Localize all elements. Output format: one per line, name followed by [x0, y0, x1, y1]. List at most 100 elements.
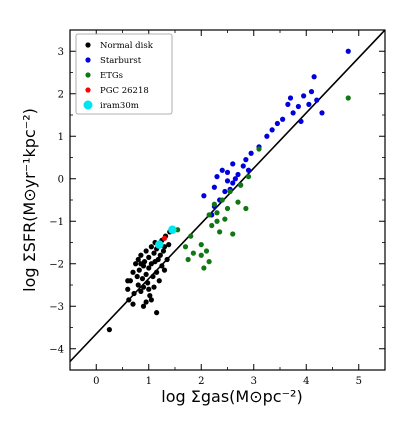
point-normal-disk: [164, 256, 170, 263]
axis-ticks-layer: 0 1 2 3 4 5 −4 −3 −2 −1 0 1 2 3: [49, 29, 386, 387]
point-normal-disk: [143, 299, 149, 305]
point-starburst: [287, 95, 294, 101]
point-starburst: [301, 93, 307, 99]
point-starburst: [235, 171, 241, 178]
point-starburst: [230, 180, 236, 186]
point-normal-disk: [143, 271, 149, 277]
point-starburst: [290, 110, 296, 116]
legend-marker: [85, 42, 91, 48]
point-pgc-26218: [161, 235, 168, 241]
point-etgs: [256, 146, 262, 152]
point-starburst: [295, 103, 301, 110]
point-starburst: [224, 178, 231, 184]
point-starburst: [280, 116, 286, 122]
point-normal-disk: [140, 303, 147, 309]
point-etgs: [227, 188, 233, 195]
point-normal-disk: [135, 282, 141, 288]
point-normal-disk: [154, 269, 160, 275]
point-normal-disk: [159, 263, 165, 269]
point-starburst: [311, 74, 317, 80]
point-normal-disk: [125, 278, 131, 284]
point-etgs: [182, 244, 189, 250]
y-tick-label: 3: [58, 47, 64, 58]
point-etgs: [206, 259, 212, 265]
legend-label: iram30m: [100, 101, 139, 111]
point-normal-disk: [143, 248, 149, 254]
point-starburst: [264, 133, 270, 139]
point-starburst: [222, 188, 228, 195]
point-etgs: [243, 205, 249, 212]
point-starburst: [285, 101, 291, 107]
legend-marker: [85, 87, 91, 93]
point-normal-disk: [146, 254, 152, 260]
point-etgs: [214, 210, 220, 216]
point-starburst: [314, 97, 320, 103]
fit-line: [69, 29, 386, 363]
point-starburst: [243, 157, 249, 163]
point-starburst: [269, 127, 275, 133]
point-etgs: [219, 197, 225, 203]
point-starburst: [230, 161, 236, 167]
point-starburst: [345, 48, 351, 54]
point-normal-disk: [147, 293, 153, 299]
point-normal-disk: [106, 327, 112, 333]
point-normal-disk: [138, 252, 144, 258]
legend-entries: Normal disk Starburst ETGs PGC 26218 iram30m: [83, 41, 154, 111]
x-tick-label: 5: [356, 376, 362, 387]
y-tick-label: 1: [58, 132, 64, 143]
point-etgs: [235, 199, 241, 205]
point-starburst: [298, 118, 304, 124]
y-axis-label: log ΣSFR(M⊙yr⁻¹kpc⁻²): [20, 108, 39, 292]
point-etgs: [203, 248, 210, 254]
point-normal-disk: [136, 267, 142, 273]
legend-label: Starburst: [100, 56, 142, 66]
legend-label: ETGs: [100, 71, 123, 81]
point-etgs: [224, 205, 231, 212]
fit-line-layer: [69, 29, 386, 363]
point-normal-disk: [139, 276, 146, 282]
y-tick-label: −3: [49, 302, 64, 313]
point-normal-disk: [138, 288, 144, 294]
point-etgs: [222, 216, 228, 222]
point-starburst: [211, 184, 217, 190]
point-normal-disk: [150, 273, 156, 280]
point-starburst: [245, 167, 252, 173]
point-normal-disk: [130, 301, 136, 307]
point-normal-disk: [157, 252, 163, 258]
point-normal-disk: [138, 261, 144, 267]
point-normal-disk: [146, 286, 152, 292]
point-normal-disk: [148, 244, 154, 250]
point-normal-disk: [155, 256, 161, 263]
point-starburst: [232, 176, 238, 182]
point-etgs: [209, 222, 215, 229]
point-normal-disk: [131, 290, 137, 297]
point-etgs: [230, 231, 236, 237]
point-etgs: [214, 218, 220, 224]
point-starburst: [240, 163, 246, 169]
point-starburst: [274, 120, 280, 127]
point-normal-disk: [151, 250, 157, 256]
point-normal-disk: [145, 280, 151, 286]
point-normal-disk: [156, 278, 162, 284]
point-etgs: [190, 250, 196, 256]
point-normal-disk: [135, 256, 141, 263]
point-normal-disk: [130, 269, 136, 275]
point-starburst: [319, 110, 325, 116]
point-etgs: [245, 174, 252, 180]
point-normal-disk: [161, 267, 168, 273]
x-tick-label: 3: [251, 376, 257, 387]
point-normal-disk: [125, 286, 131, 292]
point-starburst: [201, 193, 207, 199]
point-starburst: [219, 167, 225, 173]
y-tick-label: 2: [58, 89, 64, 100]
legend-label: Normal disk: [100, 41, 154, 51]
point-starburst: [306, 101, 312, 107]
point-normal-disk: [148, 297, 154, 303]
point-normal-disk: [166, 242, 172, 248]
x-tick-label: 1: [146, 376, 152, 387]
point-etgs: [206, 212, 212, 218]
y-tick-label: −2: [49, 259, 64, 270]
y-tick-label: 0: [58, 174, 64, 185]
point-starburst: [224, 169, 231, 175]
x-tick-label: 0: [93, 376, 99, 387]
